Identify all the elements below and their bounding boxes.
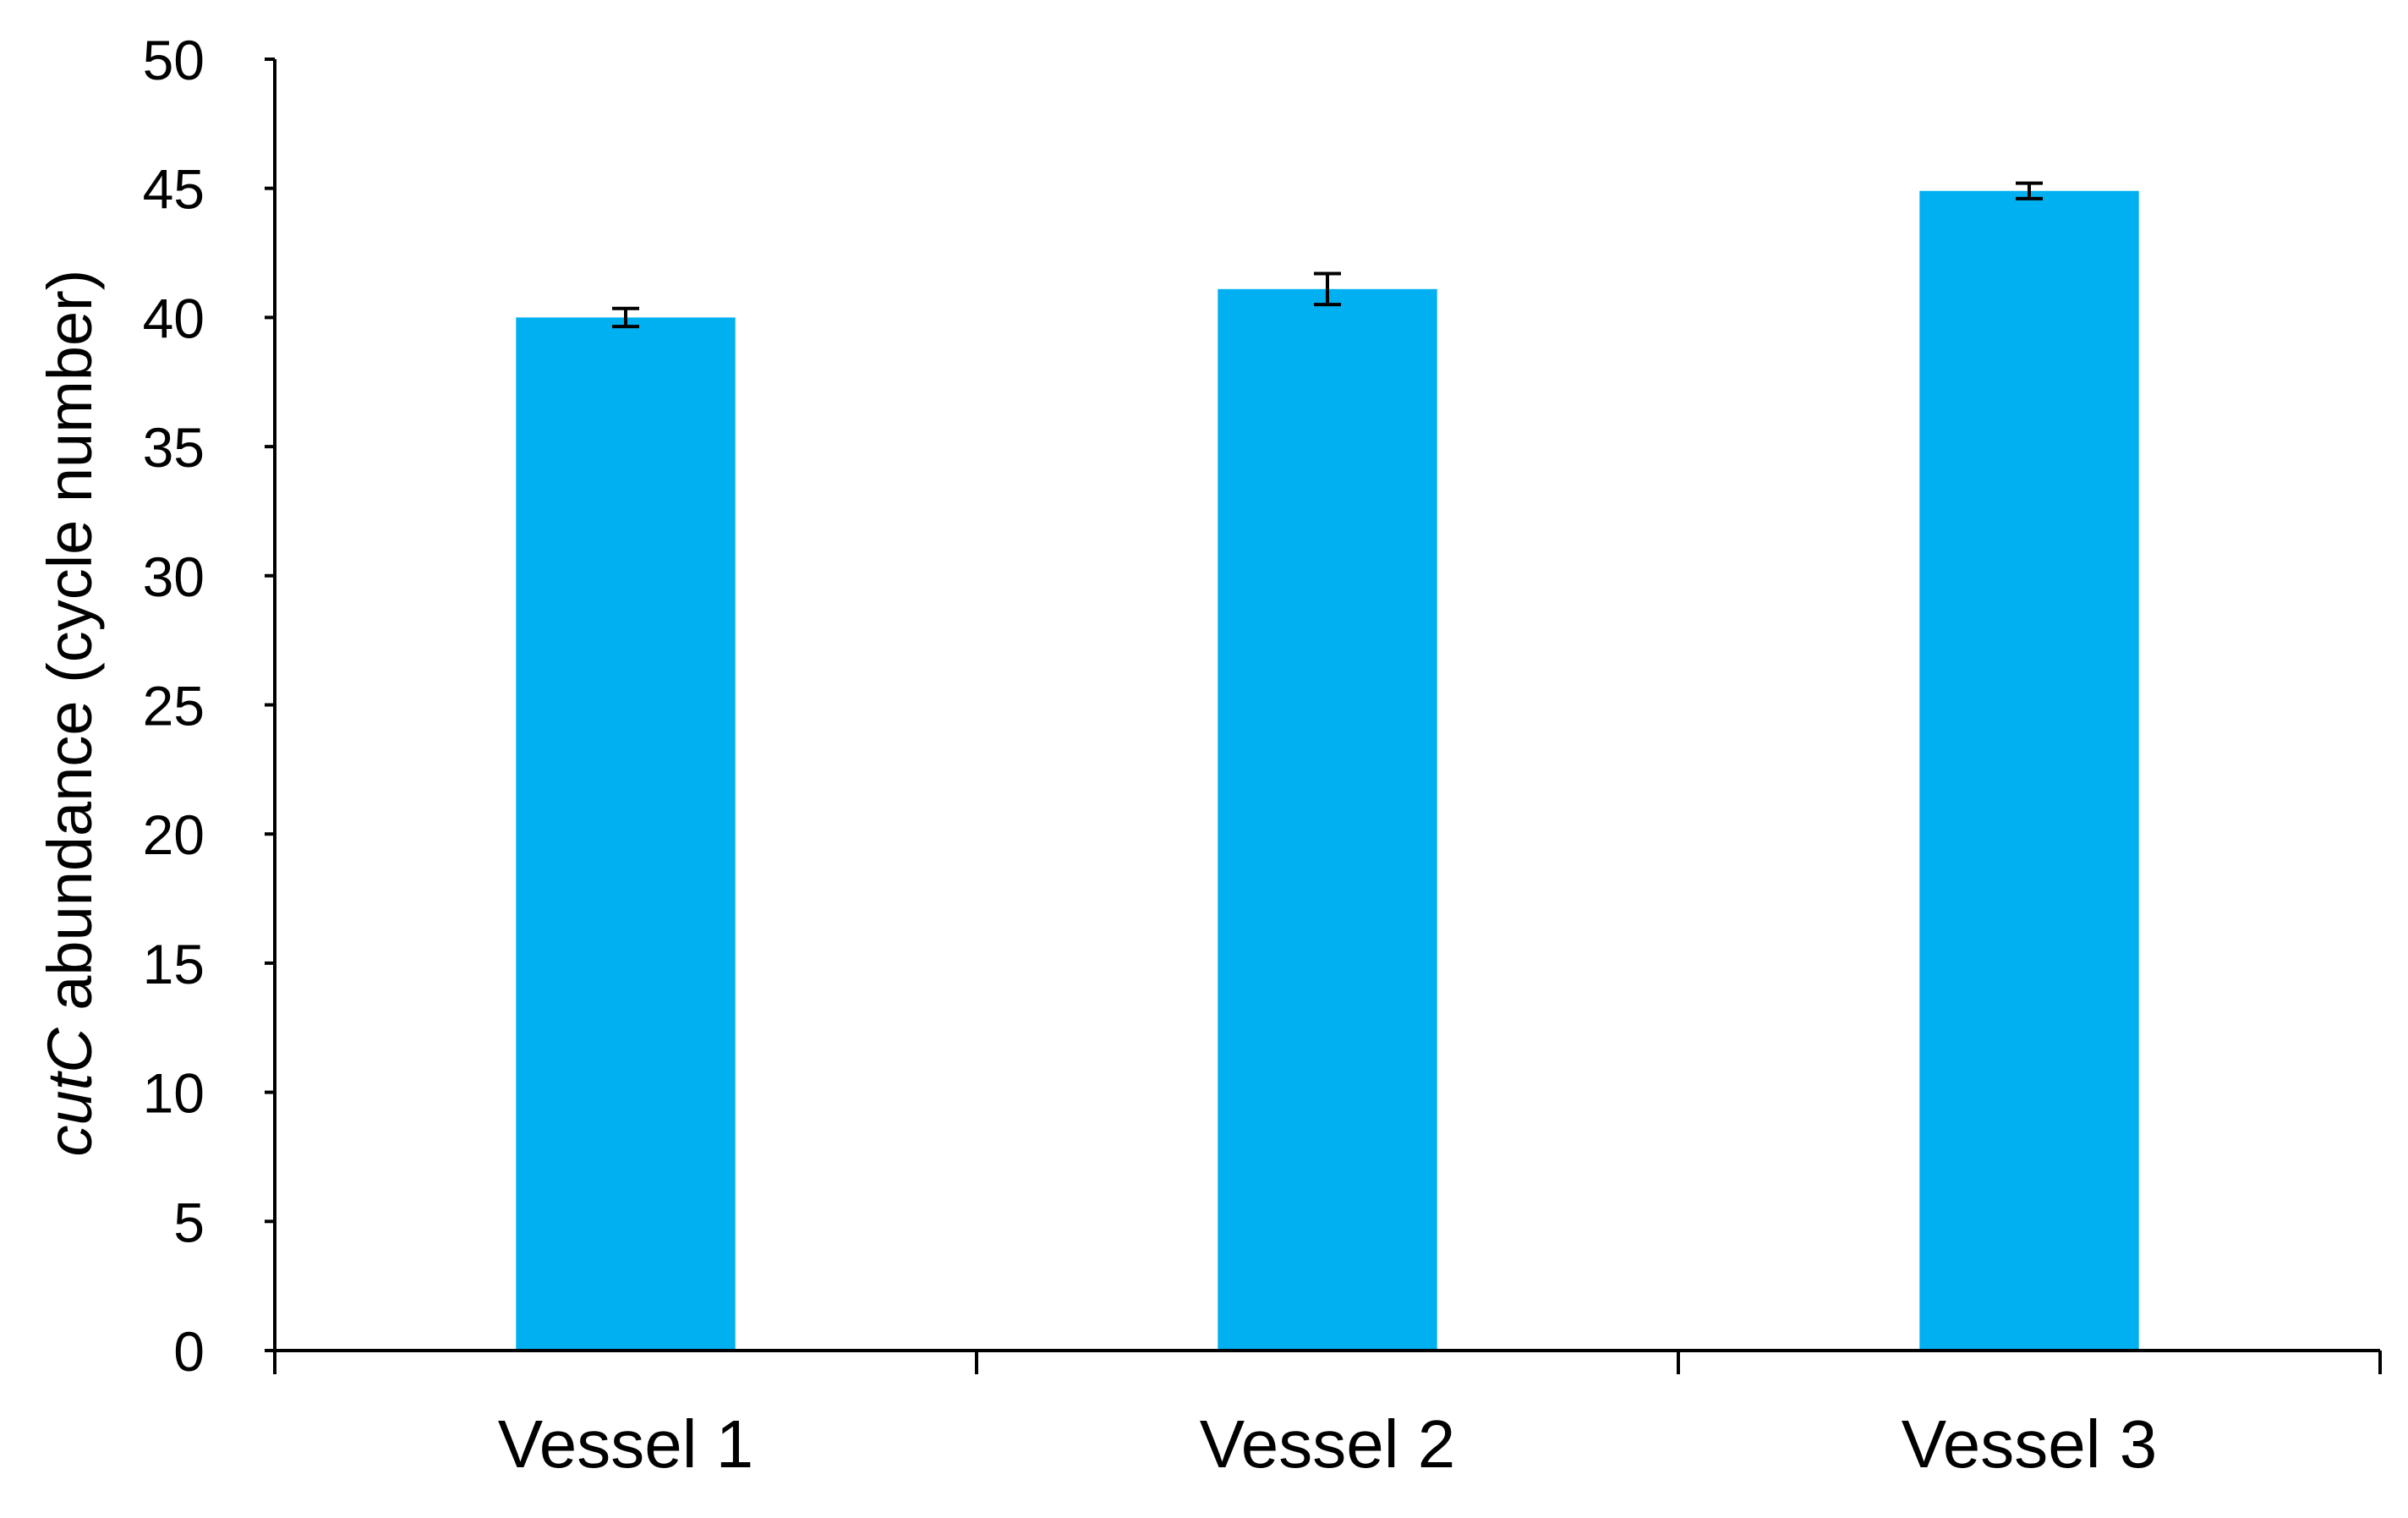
y-tick-label-0: 0 [173, 1320, 205, 1383]
y-tick-label-30: 30 [143, 545, 205, 608]
y-tick-labels: 0 5 10 15 20 25 30 35 40 45 50 [143, 29, 205, 1383]
y-tick-label-45: 45 [143, 158, 205, 221]
x-tick-label-2: Vessel 2 [1200, 1406, 1455, 1482]
y-axis-title-italic: cutC [35, 1028, 105, 1157]
y-tick-label-50: 50 [143, 29, 205, 91]
error-bars-layer [612, 181, 2043, 329]
x-tick-labels: Vessel 1 Vessel 2 Vessel 3 [498, 1406, 2157, 1482]
error-bar-1 [612, 306, 639, 329]
y-axis-title-rest: abundance (cycle number) [35, 270, 105, 1028]
bar-2 [1218, 288, 1437, 1351]
x-tick-label-3: Vessel 3 [1902, 1406, 2157, 1482]
axes-layer [265, 58, 2382, 1374]
y-tick-label-20: 20 [143, 803, 205, 866]
y-tick-label-5: 5 [173, 1191, 205, 1253]
y-axis-title: cutC abundance (cycle number) [35, 270, 105, 1157]
x-tick-label-1: Vessel 1 [498, 1406, 753, 1482]
error-bar-2 [1314, 271, 1341, 307]
y-tick-label-15: 15 [143, 933, 205, 995]
y-tick-label-25: 25 [143, 675, 205, 737]
bar-1 [516, 317, 736, 1351]
y-tick-label-10: 10 [143, 1062, 205, 1125]
y-tick-label-40: 40 [143, 287, 205, 349]
error-bar-3 [2016, 181, 2043, 200]
bar-3 [1919, 190, 2139, 1351]
bars-layer [516, 190, 2139, 1351]
y-tick-label-35: 35 [143, 416, 205, 479]
